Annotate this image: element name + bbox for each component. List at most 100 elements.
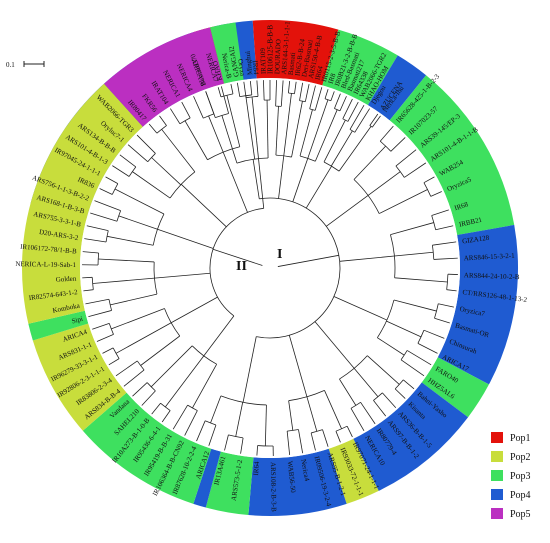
leaf-branch — [205, 91, 215, 115]
population-sector-19 — [104, 27, 225, 127]
leaf-branch — [403, 379, 415, 390]
internal-branch — [288, 400, 294, 431]
leaf-label: Nerica4 — [299, 458, 311, 482]
leaf-branch — [346, 426, 353, 438]
clade-arc — [156, 125, 167, 134]
clade-label-ii: II — [236, 259, 247, 274]
clade-arc — [128, 166, 137, 177]
internal-branch — [92, 277, 155, 284]
clade-arc — [136, 360, 145, 371]
clade-arc — [288, 390, 325, 402]
internal-branch — [326, 195, 369, 227]
clade-arc — [116, 210, 122, 222]
internal-branch — [161, 129, 196, 173]
legend-swatch-pop3 — [491, 470, 503, 481]
leaf-label: ARS144-3-1-1-1-1 — [280, 21, 292, 75]
internal-branch — [307, 99, 329, 159]
internal-branch — [151, 157, 182, 186]
leaf-label: ARS108-2-B-3-B — [269, 462, 278, 512]
clade-arc — [431, 215, 437, 230]
leaf-branch — [310, 432, 316, 451]
clade-arc — [309, 108, 316, 111]
clade-arc — [299, 155, 316, 162]
internal-branch — [339, 255, 395, 262]
clade-arc — [379, 140, 392, 152]
leaf-label: Golden — [56, 275, 77, 284]
leaf-branch — [123, 369, 145, 387]
leaf-branch — [181, 101, 191, 119]
leaf-label: IR84 — [251, 60, 260, 75]
clade-arc — [311, 429, 323, 434]
internal-branch — [266, 100, 269, 159]
leaf-branch — [249, 80, 253, 95]
leaf-branch — [263, 80, 265, 101]
clade-arc — [191, 345, 217, 365]
internal-branch — [180, 183, 227, 228]
leaf-branch — [82, 251, 99, 254]
leaf-label: Basmati — [287, 52, 297, 76]
internal-branch — [338, 126, 372, 172]
leaf-branch — [99, 188, 113, 195]
population-sector-4 — [252, 20, 339, 86]
internal-branch — [353, 368, 379, 397]
leaf-branch — [446, 289, 457, 292]
leaf-branch — [280, 80, 284, 107]
leaf-label: IR8 — [327, 72, 338, 85]
internal-branch — [314, 321, 355, 369]
population-sector-9 — [421, 357, 489, 418]
leaf-branch — [161, 410, 171, 423]
leaf-branch — [432, 241, 457, 246]
internal-branch — [292, 158, 309, 202]
leaf-branch — [275, 80, 277, 107]
leaf-branch — [286, 431, 291, 456]
leaf-branch — [434, 317, 450, 324]
internal-branch — [132, 171, 171, 199]
leaf-branch — [230, 84, 234, 94]
internal-branch — [330, 130, 353, 167]
population-sector-20 — [210, 22, 244, 84]
leaf-branch — [136, 134, 156, 154]
leaf-branch — [404, 162, 427, 178]
leaf-branch — [141, 390, 156, 406]
root-branch — [212, 248, 263, 266]
clade-arc — [91, 277, 94, 290]
leaf-branch — [334, 93, 341, 109]
leaf-branch — [349, 104, 365, 130]
internal-branch — [184, 120, 208, 160]
leaf-branch — [196, 420, 206, 442]
internal-branch — [208, 115, 224, 153]
internal-branch — [111, 308, 165, 330]
leaf-branch — [324, 89, 329, 99]
leaf-branch — [395, 149, 417, 167]
leaf-label: Sipi — [71, 315, 84, 326]
leaf-branch — [430, 191, 442, 197]
internal-branch — [226, 95, 241, 147]
internal-branch — [192, 364, 218, 409]
leaf-branch — [335, 431, 341, 443]
population-sector-16 — [32, 323, 127, 431]
internal-branch — [245, 95, 256, 160]
internal-branch — [367, 355, 400, 385]
leaf-branch — [339, 96, 347, 112]
tree-branches — [82, 80, 458, 456]
clade-arc — [446, 274, 449, 290]
clade-label-i: I — [277, 247, 282, 262]
leaf-branch — [371, 115, 381, 128]
internal-branch — [324, 390, 342, 429]
internal-branch — [170, 296, 218, 324]
leaf-branch — [243, 81, 247, 98]
leaf-branch — [330, 91, 335, 101]
leaf-label: NERICA-L-19-Sab-1 — [15, 260, 76, 269]
legend-label-pop1: Pop1 — [510, 433, 531, 444]
clade-arc — [108, 323, 114, 335]
internal-branch — [118, 215, 158, 230]
leaf-label: Minghui — [244, 51, 254, 76]
leaf-branch — [304, 84, 310, 102]
internal-branch — [210, 395, 222, 424]
tree-background — [80, 78, 460, 458]
clade-arc — [417, 330, 425, 344]
leaf-branch — [96, 334, 114, 342]
leaf-branch — [224, 434, 229, 451]
leaf-branch — [314, 87, 323, 111]
leaf-branch — [360, 402, 376, 425]
